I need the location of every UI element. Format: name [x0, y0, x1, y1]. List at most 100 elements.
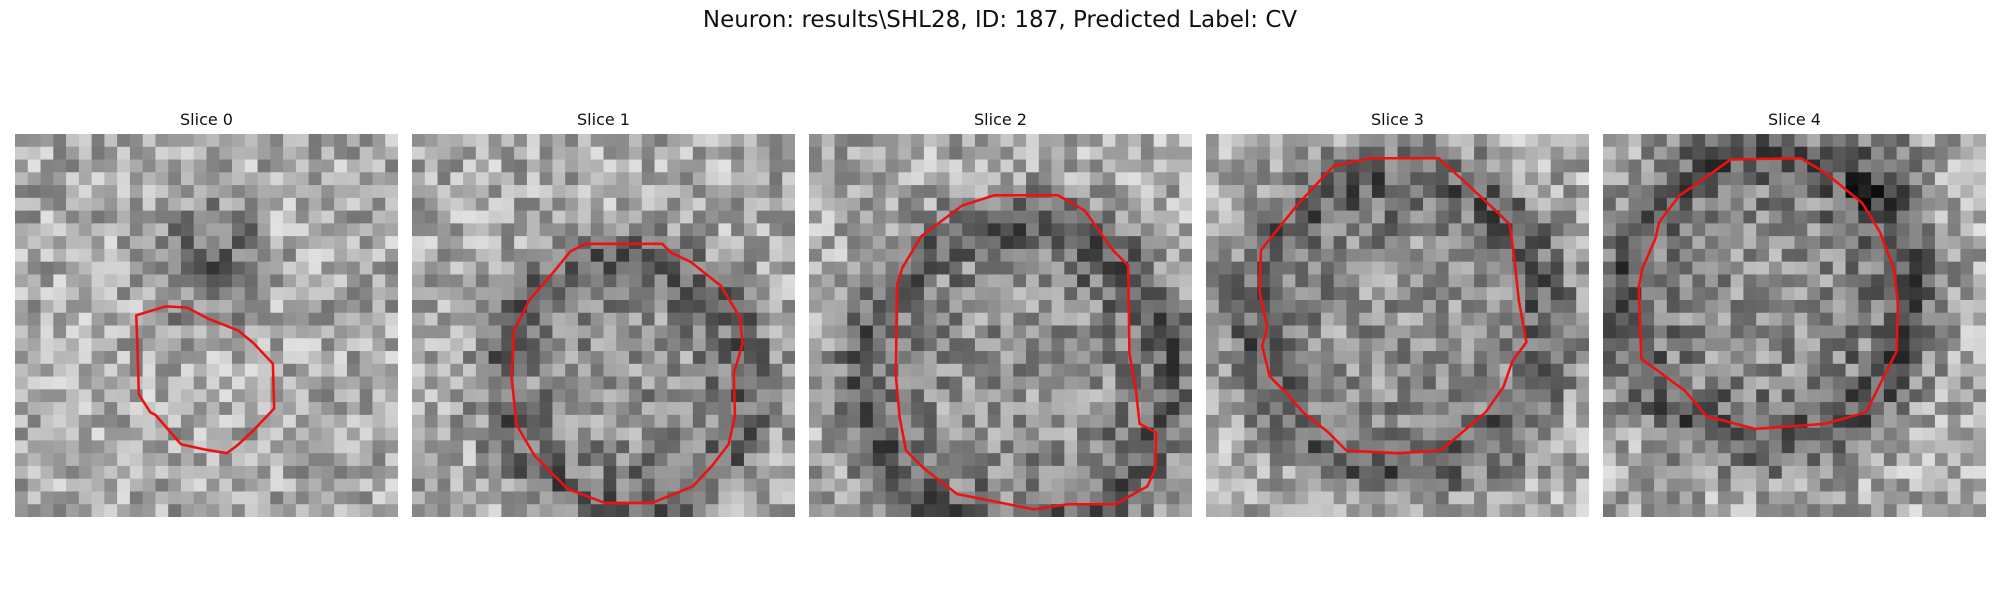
- pixel: [412, 325, 426, 339]
- pixel: [1947, 236, 1961, 250]
- pixel: [1282, 414, 1296, 429]
- pixel: [1435, 414, 1449, 429]
- pixel: [15, 172, 29, 186]
- pixel: [346, 248, 361, 263]
- pixel: [1435, 146, 1449, 160]
- pixel: [1397, 338, 1411, 352]
- pixel: [1768, 427, 1783, 441]
- pixel: [1692, 504, 1706, 517]
- pixel: [911, 312, 925, 326]
- pixel: [283, 325, 297, 339]
- pixel: [104, 197, 118, 211]
- pixel: [475, 312, 489, 326]
- pixel: [372, 261, 386, 275]
- pixel: [1461, 504, 1475, 517]
- pixel: [1320, 223, 1335, 237]
- pixel: [731, 146, 745, 160]
- pixel: [860, 504, 874, 517]
- pixel: [641, 185, 655, 199]
- pixel: [1179, 504, 1192, 517]
- pixel: [1359, 236, 1373, 250]
- pixel: [1026, 299, 1040, 314]
- pixel: [412, 146, 426, 160]
- pixel: [1231, 223, 1245, 237]
- pixel: [1206, 146, 1220, 160]
- pixel: [463, 414, 477, 429]
- pixel: [1960, 146, 1974, 160]
- pixel: [1960, 223, 1974, 237]
- pixel: [206, 389, 220, 403]
- pixel: [1576, 440, 1589, 454]
- pixel: [1896, 414, 1910, 429]
- pixel: [1871, 504, 1885, 517]
- pixel: [1717, 491, 1732, 505]
- pixel: [616, 504, 630, 517]
- pixel: [1089, 146, 1104, 160]
- pixel: [1051, 210, 1065, 224]
- pixel: [1346, 287, 1360, 301]
- pixel: [654, 453, 668, 467]
- pixel: [1960, 299, 1974, 314]
- pixel: [514, 389, 528, 403]
- pixel: [565, 274, 579, 288]
- pixel: [15, 146, 29, 160]
- pixel: [1282, 312, 1296, 326]
- pixel: [53, 287, 67, 301]
- pixel: [743, 261, 758, 275]
- pixel: [1537, 427, 1552, 441]
- pixel: [155, 427, 169, 441]
- pixel: [641, 172, 655, 186]
- pixel: [295, 478, 310, 492]
- pixel: [1615, 248, 1629, 263]
- pixel: [321, 185, 335, 199]
- pixel: [911, 427, 925, 441]
- pixel: [1026, 146, 1040, 160]
- pixel: [1525, 312, 1539, 326]
- pixel: [1140, 414, 1155, 429]
- pixel: [244, 248, 258, 263]
- pixel: [1576, 465, 1589, 480]
- pixel: [1102, 172, 1116, 186]
- pixel: [641, 210, 655, 224]
- pixel: [372, 504, 386, 517]
- pixel: [1883, 172, 1898, 186]
- pixel: [424, 274, 438, 288]
- pixel: [577, 427, 592, 441]
- pixel: [283, 491, 297, 505]
- pixel: [1359, 504, 1373, 517]
- pixel: [283, 478, 297, 492]
- pixel: [629, 210, 643, 224]
- pixel: [168, 223, 182, 237]
- pixel: [1218, 414, 1232, 429]
- pixel: [1026, 197, 1040, 211]
- pixel: [437, 325, 451, 339]
- pixel: [1384, 440, 1398, 454]
- pixel: [949, 172, 963, 186]
- pixel: [424, 351, 438, 365]
- pixel: [1474, 274, 1488, 288]
- pixel: [654, 440, 668, 454]
- pixel: [1308, 172, 1322, 186]
- pixel: [1794, 185, 1808, 199]
- pixel: [1845, 172, 1859, 186]
- pixel: [821, 402, 835, 416]
- pixel: [450, 427, 464, 441]
- pixel: [295, 491, 310, 505]
- pixel: [450, 134, 464, 148]
- pixel: [949, 185, 963, 199]
- pixel: [539, 287, 553, 301]
- pixel: [308, 134, 322, 148]
- pixel: [1603, 287, 1617, 301]
- pixel: [847, 159, 861, 173]
- pixel: [219, 325, 233, 339]
- pixel: [743, 478, 758, 492]
- pixel: [1000, 274, 1014, 288]
- pixel: [308, 504, 322, 517]
- pixel: [1269, 453, 1283, 467]
- pixel: [847, 491, 861, 505]
- pixel: [1512, 478, 1526, 492]
- pixel: [1807, 478, 1821, 492]
- pixel: [526, 504, 541, 517]
- pixel: [654, 210, 668, 224]
- pixel: [1013, 389, 1027, 403]
